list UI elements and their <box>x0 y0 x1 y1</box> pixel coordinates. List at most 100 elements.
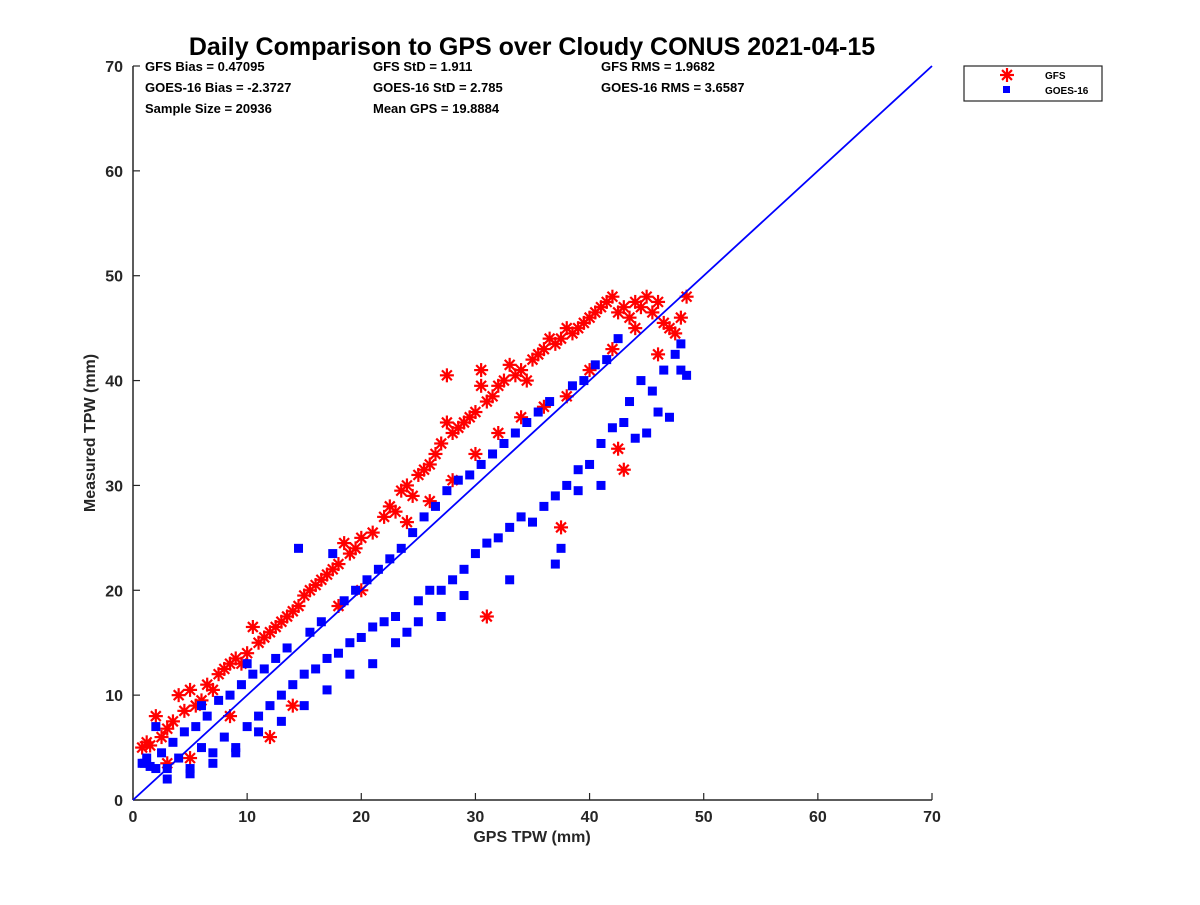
gfs-point <box>377 509 392 524</box>
goes16-point <box>556 543 566 553</box>
gfs-point <box>474 378 489 393</box>
gfs-point <box>422 457 437 472</box>
goes16-point <box>596 480 606 490</box>
goes16-point <box>402 627 412 637</box>
gfs-point <box>605 342 620 357</box>
gfs-point <box>154 730 169 745</box>
goes16-point <box>231 748 241 758</box>
gfs-point <box>536 342 551 357</box>
goes16-point <box>573 486 583 496</box>
gfs-point <box>491 426 506 440</box>
x-tick-group: 0 10 20 30 40 50 60 70 <box>129 793 941 826</box>
gfs-point <box>616 462 631 477</box>
goes16-point <box>185 769 195 779</box>
gfs-point <box>337 536 352 551</box>
goes16-point <box>636 376 646 386</box>
goes16-point <box>602 355 612 365</box>
goes16-point <box>682 370 692 380</box>
x-tick-label: 30 <box>467 809 485 826</box>
goes16-std-stat: GOES-16 StD = 2.785 <box>373 80 503 95</box>
goes16-point <box>585 459 595 469</box>
gfs-point <box>554 520 569 535</box>
goes16-point <box>676 365 686 375</box>
gfs-point <box>474 363 489 378</box>
goes16-point <box>647 386 657 396</box>
goes16-point <box>425 585 435 595</box>
goes16-point <box>436 585 446 595</box>
goes16-point <box>642 428 652 438</box>
gfs-point <box>645 305 660 320</box>
y-tick-label: 20 <box>105 583 123 600</box>
legend-gfs-asterisk-icon-shape <box>1000 68 1014 82</box>
goes16-point <box>607 423 617 433</box>
x-tick-label: 20 <box>352 809 370 826</box>
gfs-point <box>485 389 500 404</box>
goes16-point <box>208 758 218 768</box>
goes16-point <box>550 491 560 501</box>
goes16-point <box>168 737 178 747</box>
gfs-point <box>365 525 380 540</box>
goes16-point <box>214 695 224 705</box>
goes16-point <box>413 596 423 606</box>
goes16-point <box>362 575 372 585</box>
x-tick-label: 0 <box>129 809 138 826</box>
goes16-point <box>191 722 201 732</box>
goes16-point <box>653 407 663 417</box>
goes16-point <box>539 501 549 511</box>
gfs-point <box>622 310 637 325</box>
legend-gfs-label: GFS <box>1045 71 1066 82</box>
goes16-point <box>499 438 509 448</box>
gfs-point <box>519 373 534 388</box>
reference-line <box>132 65 933 801</box>
goes16-point <box>162 774 172 784</box>
goes16-point <box>567 381 577 391</box>
gfs-point <box>673 310 688 325</box>
goes16-point <box>254 727 264 737</box>
gfs-point <box>468 405 483 420</box>
y-tick-label: 30 <box>105 478 123 495</box>
goes16-point <box>391 638 401 648</box>
goes16-point <box>351 585 361 595</box>
goes16-point <box>196 701 206 711</box>
gfs-point <box>514 410 529 425</box>
y-tick-label: 60 <box>105 164 123 181</box>
series-layer <box>135 289 694 784</box>
goes16-point <box>453 475 463 485</box>
goes16-point <box>573 465 583 475</box>
goes16-point <box>659 365 669 375</box>
x-tick-label: 70 <box>923 809 941 826</box>
gfs-point <box>143 738 158 753</box>
goes16-point <box>151 722 161 732</box>
y-tick-group: 0 10 20 30 40 50 60 70 <box>105 59 140 810</box>
goes16-point <box>368 622 378 632</box>
goes16-point <box>396 543 406 553</box>
goes16-point <box>545 397 555 407</box>
stats-block: GFS Bias = 0.47095 GFS StD = 1.911 GFS R… <box>145 59 744 116</box>
goes16-rms-stat: GOES-16 RMS = 3.6587 <box>601 80 744 95</box>
gfs-point <box>388 504 403 519</box>
gfs-point <box>611 441 626 456</box>
gfs-point <box>148 709 163 724</box>
gfs-point <box>399 515 414 530</box>
goes16-point <box>488 449 498 459</box>
gfs-point <box>576 315 591 330</box>
gfs-point <box>354 530 369 545</box>
gfs-std-stat: GFS StD = 1.911 <box>373 59 472 74</box>
goes16-point <box>470 549 480 559</box>
x-tick-label: 50 <box>695 809 713 826</box>
goes16-point <box>151 764 161 774</box>
goes16-point <box>379 617 389 627</box>
goes16-point <box>179 727 189 737</box>
legend-box <box>963 65 1103 102</box>
mean-gps-stat: Mean GPS = 19.8884 <box>373 101 500 116</box>
legend: GFS GOES-16 <box>963 65 1103 102</box>
goes16-point <box>505 522 515 532</box>
gfs-point <box>165 714 180 729</box>
goes16-point <box>139 758 149 768</box>
legend-goes16-label: GOES-16 <box>1045 86 1089 97</box>
goes16-point <box>219 732 229 742</box>
goes16-point <box>505 575 515 585</box>
gfs-point <box>177 703 192 718</box>
goes16-point <box>408 528 418 538</box>
goes16-point <box>208 748 218 758</box>
